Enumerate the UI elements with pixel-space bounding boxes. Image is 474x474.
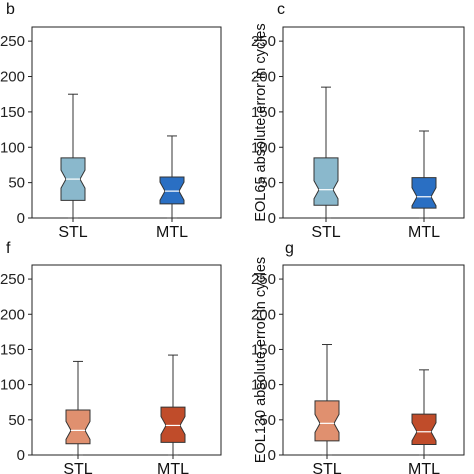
y-tick-label: 50 bbox=[259, 412, 276, 429]
box-body bbox=[313, 157, 339, 206]
x-category-label: STL bbox=[311, 224, 340, 241]
y-tick-label: 250 bbox=[0, 271, 25, 288]
panel-letter: g bbox=[285, 240, 294, 257]
box-stl bbox=[65, 360, 91, 456]
plot-frame bbox=[282, 26, 465, 219]
y-tick-label: 200 bbox=[0, 69, 25, 86]
box-body bbox=[65, 409, 91, 445]
y-tick-label: 250 bbox=[251, 271, 276, 288]
box-mtl bbox=[160, 354, 186, 456]
panel-letter: f bbox=[6, 240, 11, 257]
box-stl bbox=[60, 93, 86, 219]
box-body bbox=[159, 176, 185, 205]
y-tick-label: 250 bbox=[0, 33, 25, 50]
y-tick-label: 50 bbox=[259, 175, 276, 192]
plot-frame bbox=[282, 264, 465, 456]
x-category-label: STL bbox=[58, 224, 87, 241]
box-body bbox=[411, 413, 437, 445]
y-tick-label: 150 bbox=[251, 341, 276, 358]
box-body bbox=[314, 400, 340, 442]
plot-frame bbox=[31, 264, 222, 456]
x-category-label: STL bbox=[63, 461, 92, 474]
x-category-label: MTL bbox=[408, 461, 440, 474]
y-tick-label: 200 bbox=[251, 69, 276, 86]
y-axis-label: EOL130 absolute error in cycles bbox=[253, 257, 269, 463]
x-category-label: STL bbox=[312, 461, 341, 474]
y-tick-label: 0 bbox=[17, 210, 25, 227]
y-tick-label: 100 bbox=[0, 139, 25, 156]
y-tick-label: 100 bbox=[251, 139, 276, 156]
y-tick-label: 0 bbox=[268, 210, 276, 227]
box-body bbox=[411, 177, 437, 209]
box-mtl bbox=[159, 135, 185, 219]
box-body bbox=[160, 406, 186, 443]
y-tick-label: 250 bbox=[251, 33, 276, 50]
plot-frame bbox=[31, 26, 222, 219]
x-category-label: MTL bbox=[157, 461, 189, 474]
y-tick-label: 50 bbox=[8, 175, 25, 192]
y-tick-label: 0 bbox=[268, 447, 276, 464]
y-tick-label: 150 bbox=[0, 104, 25, 121]
x-category-label: MTL bbox=[408, 224, 440, 241]
y-tick-label: 200 bbox=[251, 306, 276, 323]
box-mtl bbox=[411, 369, 437, 456]
y-tick-label: 200 bbox=[0, 306, 25, 323]
y-axis-label: EOL65 absolute error in cycles bbox=[253, 23, 269, 221]
panel-letter: b bbox=[6, 1, 15, 18]
panel-letter: c bbox=[277, 1, 285, 18]
y-tick-label: 100 bbox=[251, 377, 276, 394]
y-tick-label: 150 bbox=[0, 341, 25, 358]
y-tick-label: 100 bbox=[0, 377, 25, 394]
panel-f: f 0 50 100 150 200 250 STL MTL bbox=[0, 240, 222, 474]
box-stl bbox=[313, 86, 339, 219]
panel-b: b 0 50 100 150 200 250 STL MTL bbox=[0, 1, 222, 241]
y-tick-label: 50 bbox=[8, 412, 25, 429]
y-tick-label: 0 bbox=[17, 447, 25, 464]
y-tick-label: 150 bbox=[251, 104, 276, 121]
x-category-label: MTL bbox=[156, 224, 188, 241]
box-stl bbox=[314, 344, 340, 456]
box-mtl bbox=[411, 130, 437, 219]
